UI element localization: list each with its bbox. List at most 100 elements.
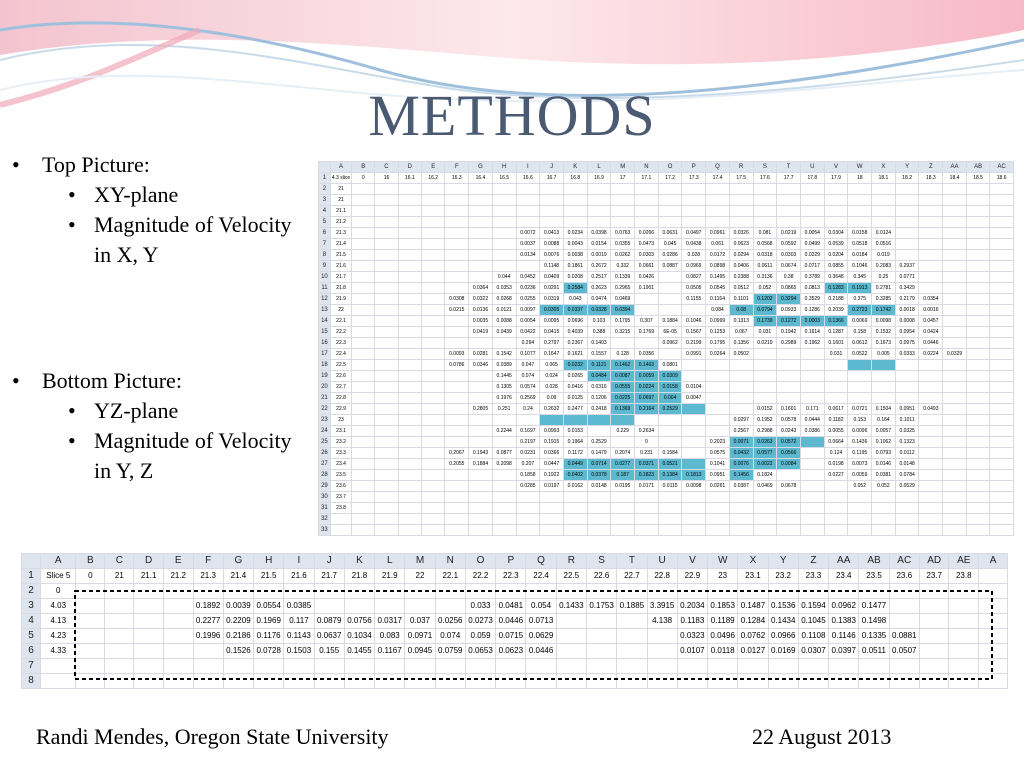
row-header[interactable]: 4 [318, 205, 331, 217]
column-header[interactable]: A [978, 553, 1008, 569]
cell[interactable] [728, 524, 754, 536]
cell[interactable] [420, 524, 446, 536]
cell[interactable]: 0.0409 [539, 271, 564, 283]
cell[interactable]: 0.0592 [776, 238, 801, 250]
cell[interactable] [871, 524, 896, 536]
cell[interactable]: 0.0069 [847, 315, 873, 327]
cell[interactable]: 17.1 [634, 172, 659, 184]
cell[interactable]: 0.1456 [728, 469, 754, 481]
cell[interactable] [491, 524, 517, 536]
cell[interactable]: 0.0406 [728, 260, 754, 272]
column-header[interactable]: AC [989, 161, 1014, 173]
column-header[interactable]: K [562, 161, 588, 173]
cell[interactable]: 0.1824 [752, 469, 778, 481]
cell[interactable] [894, 524, 920, 536]
column-header[interactable]: S [585, 553, 618, 569]
cell[interactable] [752, 524, 778, 536]
cell[interactable] [681, 524, 707, 536]
row-header[interactable]: 8 [21, 673, 42, 689]
cell[interactable]: 0.0076 [728, 458, 754, 470]
cell[interactable] [104, 673, 135, 689]
cell[interactable]: 0.24 [515, 403, 541, 415]
cell[interactable]: 0.0951 [705, 469, 730, 481]
cell[interactable] [918, 524, 944, 536]
cell[interactable]: 0.1384 [657, 469, 683, 481]
cell[interactable]: 0.0326 [728, 227, 754, 239]
cell[interactable]: 0.028 [681, 249, 707, 261]
cell[interactable] [634, 524, 659, 536]
column-header[interactable]: V [823, 161, 849, 173]
cell[interactable]: 0.164 [871, 414, 896, 426]
column-header[interactable]: N [634, 161, 659, 173]
cell[interactable]: 0.1861 [562, 260, 588, 272]
cell[interactable]: 0.187 [610, 469, 636, 481]
cell[interactable] [978, 673, 1008, 689]
cell[interactable]: 0.0394 [610, 304, 636, 316]
cell[interactable]: 0.0568 [752, 238, 778, 250]
cell[interactable]: 0.0714 [586, 458, 612, 470]
cell[interactable]: 0.2418 [586, 403, 612, 415]
column-header[interactable]: L [374, 553, 406, 569]
cell[interactable]: 0.0022 [752, 458, 778, 470]
column-header[interactable]: P [681, 161, 707, 173]
cell[interactable]: 0.0208 [562, 271, 588, 283]
column-header[interactable]: J [313, 553, 345, 569]
cell[interactable] [515, 524, 541, 536]
cell[interactable]: 0.0521 [657, 458, 683, 470]
cell[interactable]: 0.307 [634, 315, 659, 327]
cell[interactable] [776, 524, 801, 536]
column-header[interactable]: H [491, 161, 517, 173]
cell[interactable]: 0.1283 [823, 282, 849, 294]
cell[interactable] [799, 524, 825, 536]
cell[interactable] [871, 359, 896, 371]
column-header[interactable]: I [283, 553, 315, 569]
row-header[interactable]: 5 [318, 216, 331, 228]
cell[interactable] [539, 524, 564, 536]
cell[interactable]: 0.0415 [539, 326, 564, 338]
cell[interactable] [610, 524, 636, 536]
cell[interactable]: 0.0264 [705, 348, 730, 360]
cell[interactable]: 0.1121 [586, 359, 612, 371]
cell[interactable]: 0.3429 [894, 282, 920, 294]
column-header[interactable]: I [515, 161, 541, 173]
cell[interactable]: 21.3 [329, 227, 353, 239]
cell[interactable] [329, 524, 353, 536]
column-header[interactable]: E [162, 553, 194, 569]
column-header[interactable]: W [707, 553, 739, 569]
column-header[interactable]: D [133, 553, 164, 569]
cell[interactable] [888, 673, 920, 689]
cell[interactable]: 0.2988 [752, 425, 778, 437]
row-header[interactable]: 26 [318, 447, 331, 459]
column-header[interactable]: X [737, 553, 769, 569]
cell[interactable]: 0.0261 [705, 480, 730, 492]
row-header[interactable]: 2 [21, 583, 42, 599]
row-header[interactable]: 1 [21, 568, 42, 584]
cell[interactable]: 22.1 [329, 315, 353, 327]
cell[interactable] [562, 524, 588, 536]
cell[interactable]: 0.3215 [610, 326, 636, 338]
cell[interactable]: 23.3 [329, 447, 353, 459]
cell[interactable]: 0.1148 [539, 260, 564, 272]
cell[interactable]: 4.13 [40, 613, 77, 629]
column-header[interactable]: C [104, 553, 135, 569]
cell[interactable]: 0.0572 [776, 436, 801, 448]
cell[interactable]: 0.0158 [847, 227, 873, 239]
corner-cell[interactable] [21, 553, 42, 569]
cell[interactable] [657, 524, 683, 536]
column-header[interactable]: P [495, 553, 527, 569]
cell[interactable] [823, 524, 849, 536]
cell[interactable]: 0.0631 [657, 227, 683, 239]
cell[interactable]: 0.1356 [728, 337, 754, 349]
cell[interactable]: 0.0575 [705, 447, 730, 459]
cell[interactable] [40, 673, 77, 689]
column-header[interactable]: L [586, 161, 612, 173]
row-header[interactable]: 6 [21, 643, 42, 659]
cell[interactable] [705, 524, 730, 536]
cell[interactable] [586, 524, 612, 536]
cell[interactable] [847, 524, 873, 536]
cell[interactable]: 0.0286 [657, 249, 683, 261]
cell[interactable] [965, 524, 991, 536]
column-header[interactable]: M [404, 553, 436, 569]
cell[interactable]: 0.1369 [610, 403, 636, 415]
column-header[interactable]: G [222, 553, 255, 569]
